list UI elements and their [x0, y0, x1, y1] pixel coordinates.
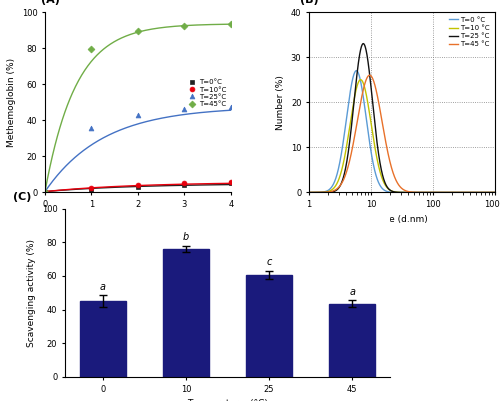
Line: T=0 °C: T=0 °C: [309, 71, 495, 192]
T=45 °C: [338, 182, 344, 186]
T=0°C: [182, 182, 188, 187]
T=0°C: [42, 189, 48, 194]
Text: (A): (A): [42, 0, 60, 5]
Line: T=45°C: T=45°C: [42, 21, 234, 194]
T=10 °C: [306, 190, 312, 195]
T=45°C: [182, 23, 188, 28]
T=0°C: [88, 187, 94, 192]
Y-axis label: Number (%): Number (%): [276, 75, 285, 130]
Line: T=0°C: T=0°C: [42, 181, 234, 194]
T=0 °C: [328, 186, 334, 191]
X-axis label: Temperature  (°C): Temperature (°C): [187, 399, 268, 401]
T=45 °C: [488, 190, 494, 195]
Y-axis label: Methemoglobin (%): Methemoglobin (%): [7, 58, 16, 147]
T=45 °C: [468, 190, 474, 195]
T=10°C: [228, 180, 234, 184]
X-axis label: Time (h): Time (h): [119, 215, 157, 224]
T=10 °C: [468, 190, 474, 195]
Bar: [80, 301, 126, 377]
Text: b: b: [183, 232, 189, 242]
Bar: [330, 304, 375, 377]
T=25°C: [42, 189, 48, 194]
T=45°C: [135, 28, 141, 33]
T=45 °C: [366, 73, 372, 78]
T=45°C: [42, 189, 48, 194]
T=25 °C: [378, 163, 384, 168]
T=0 °C: [306, 190, 312, 195]
Legend: T=0 °C, T=10 °C, T=25 °C, T=45 °C: T=0 °C, T=10 °C, T=25 °C, T=45 °C: [448, 16, 492, 49]
T=25°C: [228, 104, 234, 109]
T=10 °C: [488, 190, 494, 195]
T=0 °C: [354, 68, 360, 73]
X-axis label: Size (d.nm): Size (d.nm): [376, 215, 428, 224]
T=45 °C: [328, 189, 334, 194]
T=45 °C: [378, 109, 384, 114]
T=25°C: [182, 107, 188, 112]
T=25 °C: [328, 190, 334, 194]
Text: (B): (B): [300, 0, 318, 5]
Bar: [163, 249, 209, 377]
T=25 °C: [468, 190, 474, 195]
T=0°C: [228, 181, 234, 186]
Bar: [246, 275, 292, 377]
T=45 °C: [306, 190, 312, 195]
T=10 °C: [378, 171, 384, 176]
Line: T=45 °C: T=45 °C: [309, 75, 495, 192]
T=0 °C: [378, 184, 384, 188]
Text: a: a: [100, 282, 105, 292]
Line: T=10 °C: T=10 °C: [309, 80, 495, 192]
T=0°C: [135, 184, 141, 190]
T=25 °C: [488, 190, 494, 195]
Line: T=10°C: T=10°C: [42, 180, 234, 194]
T=10 °C: [358, 77, 364, 82]
T=25 °C: [338, 181, 344, 186]
T=45 °C: [386, 153, 392, 158]
Line: T=25°C: T=25°C: [42, 104, 234, 194]
T=25 °C: [386, 186, 392, 191]
Text: a: a: [350, 287, 356, 297]
T=10°C: [135, 183, 141, 188]
T=45°C: [228, 21, 234, 26]
T=25 °C: [360, 41, 366, 46]
Y-axis label: Scavenging activity (%): Scavenging activity (%): [27, 239, 36, 347]
T=10 °C: [492, 190, 498, 195]
Text: (C): (C): [13, 192, 32, 202]
T=0 °C: [468, 190, 474, 195]
T=25°C: [88, 125, 94, 130]
Legend: T=0°C, T=10°C, T=25°C, T=45°C: T=0°C, T=10°C, T=25°C, T=45°C: [186, 78, 228, 109]
T=10°C: [42, 189, 48, 194]
T=10 °C: [386, 186, 392, 191]
T=0 °C: [338, 152, 344, 156]
T=10 °C: [338, 169, 344, 174]
T=25 °C: [306, 190, 312, 195]
T=45 °C: [492, 190, 498, 195]
T=0 °C: [386, 189, 392, 194]
T=0 °C: [488, 190, 494, 195]
T=25 °C: [492, 190, 498, 195]
T=10°C: [182, 181, 188, 186]
T=10°C: [88, 186, 94, 190]
T=25°C: [135, 113, 141, 117]
Text: c: c: [266, 257, 272, 267]
T=10 °C: [328, 188, 334, 193]
Line: T=25 °C: T=25 °C: [309, 44, 495, 192]
T=45°C: [88, 47, 94, 51]
T=0 °C: [492, 190, 498, 195]
